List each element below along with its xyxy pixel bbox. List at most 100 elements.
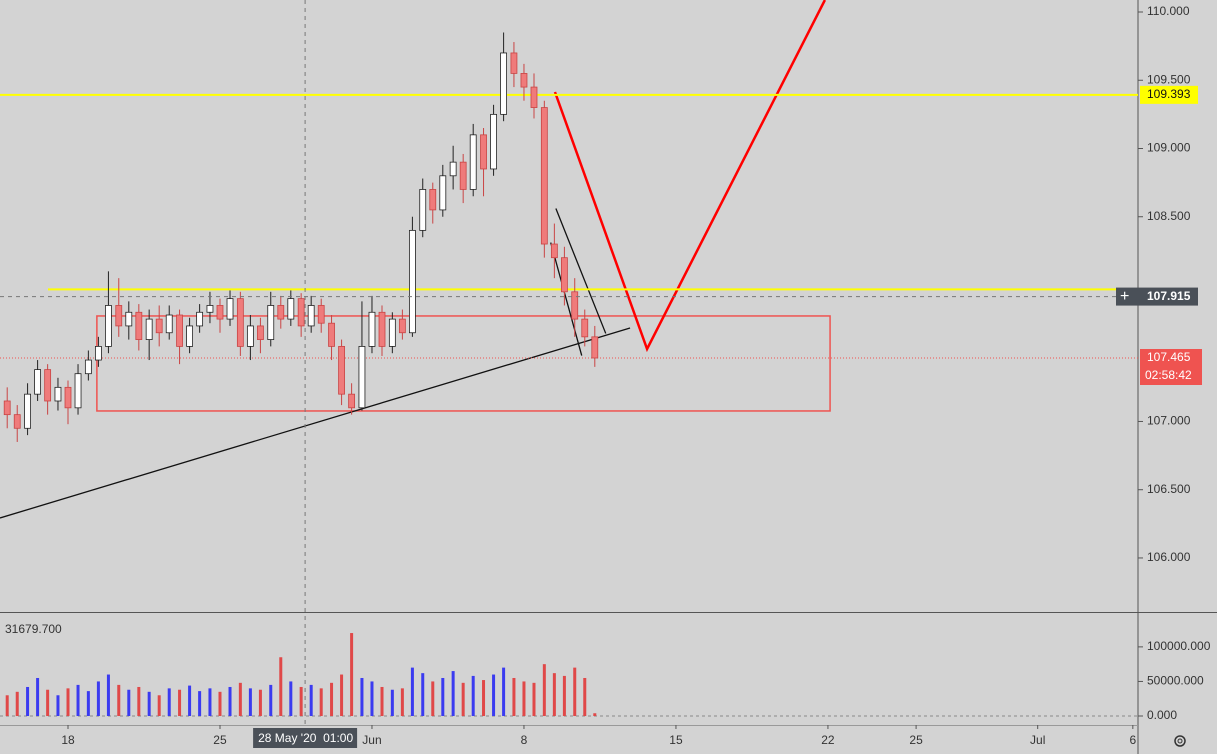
last-price-label: 107.465 [1147, 350, 1191, 364]
candle-body [317, 305, 325, 324]
x-tick-label: 18 [61, 733, 75, 747]
candle-body [54, 386, 62, 402]
volume-bar [431, 681, 435, 717]
settings-icon[interactable] [1174, 735, 1186, 747]
candle [94, 336, 102, 367]
candle-body [409, 229, 416, 334]
candle [287, 290, 295, 326]
candle [317, 298, 325, 333]
candle-body [176, 314, 183, 347]
candle [550, 223, 558, 279]
volume-bar [15, 691, 19, 717]
volume-bar [512, 677, 516, 717]
candle-body [3, 400, 11, 416]
candle [581, 309, 589, 347]
candle-body [398, 318, 406, 334]
y-tick-label: 106.000 [1147, 550, 1191, 564]
candle-body [236, 298, 244, 347]
candle [24, 383, 31, 436]
candle [186, 317, 193, 354]
volume-bar [96, 681, 100, 717]
volume-bar [532, 682, 536, 717]
volume-bar [562, 675, 566, 717]
volume-bar [147, 691, 151, 717]
candle [409, 216, 416, 337]
volume-bar [441, 677, 445, 717]
candle-body [257, 325, 264, 340]
y-tick-label: 108.500 [1147, 209, 1191, 223]
candle-body [74, 373, 82, 409]
candle-body [358, 345, 366, 409]
candle-body [480, 134, 487, 170]
volume-bar [330, 682, 334, 717]
candle [530, 73, 538, 119]
volume-bar [400, 688, 404, 717]
volume-bar [228, 686, 232, 717]
volume-bar [279, 657, 283, 717]
volume-bar [188, 685, 192, 717]
volume-bar [451, 671, 455, 717]
candle-body [155, 318, 163, 334]
y-tick-label: 109.500 [1147, 72, 1191, 86]
volume-bar [350, 633, 354, 717]
candle [64, 380, 72, 425]
volume-bar [36, 677, 40, 717]
candle [216, 298, 224, 333]
volume-tick-label: 50000.000 [1147, 674, 1204, 688]
candle-body [439, 175, 447, 211]
countdown-label: 02:58:42 [1145, 368, 1192, 382]
x-tick-label: Jul [1030, 733, 1045, 747]
candle-body [571, 291, 579, 320]
candle-body [145, 318, 153, 340]
candle-body [338, 345, 345, 395]
volume-bar [86, 691, 90, 717]
candle-body [115, 305, 123, 327]
candle [449, 145, 457, 190]
candle-body [267, 305, 275, 340]
candle-body [105, 305, 112, 347]
candle-body [469, 134, 477, 190]
volume-bar [502, 667, 506, 717]
candle [398, 309, 406, 340]
candle-body [246, 325, 254, 347]
volume-bar [26, 686, 30, 717]
volume-bar [248, 688, 252, 717]
candle-body [560, 257, 568, 293]
crosshair-price-label: 107.915 [1147, 289, 1191, 303]
x-tick-label: 25 [909, 733, 923, 747]
candle [560, 246, 568, 306]
candle [105, 271, 112, 354]
candle [145, 309, 153, 361]
x-tick-label: 8 [521, 733, 528, 747]
x-tick-label: 6 [1129, 733, 1136, 747]
candle [388, 312, 396, 354]
y-tick-label: 106.500 [1147, 482, 1191, 496]
volume-tick-label: 0.000 [1147, 708, 1177, 722]
volume-bar [157, 695, 161, 717]
volume-bar [127, 689, 131, 717]
volume-bar [258, 689, 262, 717]
x-tick-label: 25 [213, 733, 227, 747]
volume-bar [492, 674, 496, 717]
candle [338, 339, 345, 406]
volume-bar [208, 688, 212, 717]
candle [115, 278, 123, 337]
candle [3, 387, 11, 429]
candle-body [581, 318, 589, 338]
candle-body [388, 318, 396, 347]
volume-bar [269, 684, 273, 717]
crosshair-price-bg [1116, 287, 1198, 306]
candle-body [64, 386, 72, 409]
trendline [0, 327, 631, 519]
candle-body [459, 161, 467, 190]
candle-body [591, 336, 599, 359]
volume-bar [238, 682, 242, 717]
volume-bar [46, 689, 50, 717]
candle-body [44, 369, 52, 402]
volume-bar [421, 673, 425, 717]
candle [500, 32, 507, 122]
volume-bar [390, 689, 394, 717]
volume-bar [178, 689, 182, 717]
volume-bar [218, 691, 222, 717]
candle [429, 182, 437, 224]
